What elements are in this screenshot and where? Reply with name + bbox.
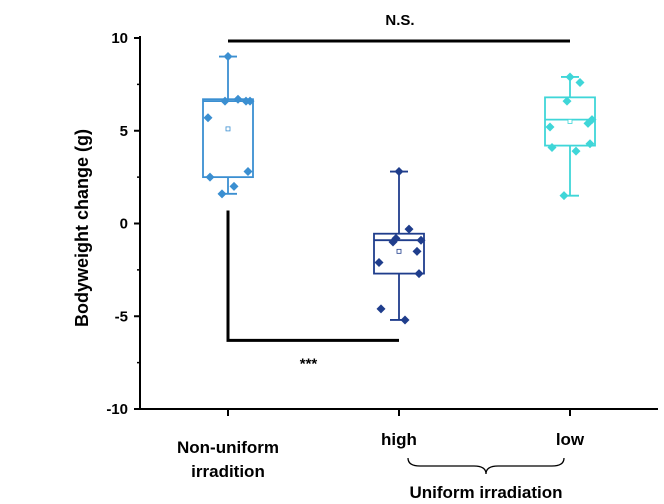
- data-point: [404, 224, 414, 234]
- data-point: [229, 181, 239, 191]
- ns-label: N.S.: [385, 12, 414, 29]
- data-point: [243, 167, 253, 177]
- box: [373, 232, 425, 275]
- data-point: [203, 113, 213, 123]
- group-label: Uniform irradiation: [409, 483, 562, 502]
- data-point: [571, 146, 581, 156]
- data-point: [217, 189, 227, 199]
- significance-stars-label: ***: [300, 355, 318, 372]
- data-point: [545, 122, 555, 132]
- data-point: [205, 172, 215, 182]
- x-category-label: high: [381, 430, 417, 449]
- significance-bracket-line: [226, 210, 399, 342]
- group-brace: [407, 457, 565, 475]
- box-group: [373, 167, 426, 325]
- data-point: [241, 96, 251, 106]
- data-point: [388, 237, 398, 247]
- x-category-label-line2: irradition: [191, 462, 265, 481]
- x-category-label: Non-uniform: [177, 438, 279, 457]
- y-tick-label: -10: [106, 401, 128, 418]
- labels: Bodyweight change (g) Uniform irradiatio…: [72, 129, 563, 502]
- box-group: [202, 52, 255, 199]
- box-group: [544, 72, 597, 201]
- data-point: [412, 246, 422, 256]
- significance-brackets: N.S. ***: [226, 12, 570, 372]
- data-point: [376, 304, 386, 314]
- data-point: [414, 269, 424, 279]
- data-point: [583, 118, 593, 128]
- axes: 10 5 0 -5 -10 Non-uniform irradition high low: [106, 30, 658, 481]
- data-point: [416, 235, 426, 245]
- y-tick-label: 10: [111, 30, 128, 47]
- data-point: [233, 94, 243, 104]
- mean-marker: [396, 248, 402, 254]
- data-point: [220, 96, 230, 106]
- data-point: [585, 139, 595, 149]
- data-point: [562, 96, 572, 106]
- data-point: [394, 167, 404, 177]
- data-point: [575, 78, 585, 88]
- box: [202, 98, 254, 179]
- data-point: [400, 315, 410, 325]
- y-axis-label: Bodyweight change (g): [72, 129, 92, 327]
- data-point: [565, 72, 575, 82]
- y-tick-label: 0: [120, 216, 128, 233]
- y-tick-label: 5: [120, 123, 128, 140]
- data-point: [559, 191, 569, 201]
- data-point: [374, 257, 384, 267]
- data-point: [547, 142, 557, 152]
- box: [544, 96, 596, 147]
- data-point: [223, 52, 233, 62]
- boxes: [202, 52, 597, 325]
- mean-marker: [567, 119, 573, 124]
- y-tick-label: -5: [115, 308, 128, 325]
- x-category-label: low: [556, 430, 585, 449]
- mean-marker: [225, 126, 231, 132]
